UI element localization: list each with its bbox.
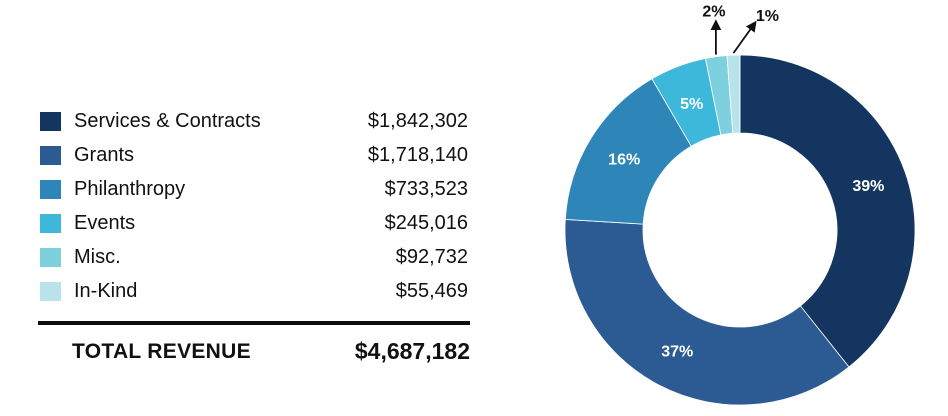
legend-swatch [40,146,61,165]
legend-value: $733,523 [384,178,468,200]
legend-value: $92,732 [395,246,468,268]
slice-percent-label: 1% [756,8,779,25]
donut-chart: 39% 37% 16% 5% 2% 1% [564,4,916,406]
donut-slice [726,54,741,134]
legend-label: Services & Contracts [74,110,261,132]
legend-label: Events [74,212,136,234]
legend-row: Grants $1,718,140 [40,138,470,172]
legend-label: Misc. [74,246,121,268]
total-divider [38,321,470,325]
slice-percent-label: 5% [680,96,703,113]
legend-swatch [40,180,61,199]
donut-slice [564,219,850,406]
legend-swatch [40,248,61,267]
legend-value: $55,469 [395,280,468,302]
legend-value: $1,842,302 [367,110,468,132]
slice-percent-label: 39% [852,178,884,195]
legend-row: Philanthropy $733,523 [40,172,470,206]
donut-slices [564,54,916,406]
legend-value: $245,016 [384,212,468,234]
slice-percent-label: 2% [702,4,725,21]
donut-labels: 39% 37% 16% 5% 2% 1% [608,4,884,361]
legend-value: $1,718,140 [367,144,468,166]
legend-label: In-Kind [74,280,138,302]
legend-row: Events $245,016 [40,206,470,240]
slice-percent-label: 16% [608,152,640,169]
legend-label: Grants [74,144,135,166]
legend-row: In-Kind $55,469 [40,274,470,308]
donut-slice [739,54,916,368]
slice-percent-label: 37% [661,344,693,361]
total-label: TOTAL REVENUE [72,340,251,363]
legend-row: Misc. $92,732 [40,240,470,274]
legend-table: Services & Contracts $1,842,302 Grants $… [40,104,470,308]
legend-swatch [40,282,61,301]
legend-swatch [40,214,61,233]
slice-leader-arrow [732,20,757,54]
legend-label: Philanthropy [74,178,186,200]
legend-swatch [40,112,61,131]
legend-row: Services & Contracts $1,842,302 [40,104,470,138]
total-value: $4,687,182 [354,338,470,364]
